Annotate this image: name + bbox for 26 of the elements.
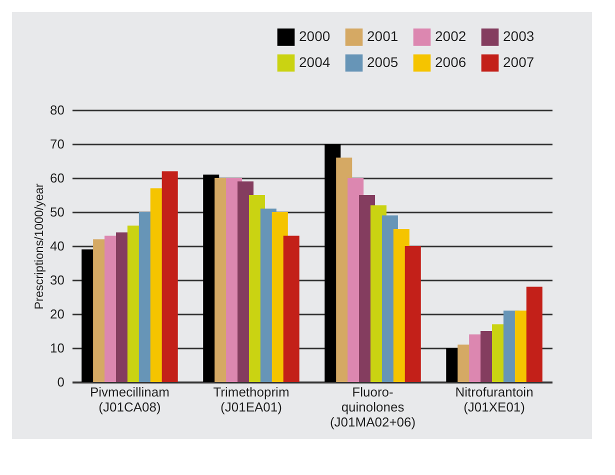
y-tick-label: 10 — [50, 340, 64, 356]
y-tick-label: 20 — [50, 306, 64, 322]
x-tick-label: Nitrofurantoin (J01XE01) — [455, 384, 534, 414]
legend-label: 2007 — [503, 54, 534, 70]
bar — [526, 286, 542, 382]
bar — [162, 171, 178, 382]
x-tick-label: Trimethoprim (J01EA01) — [213, 384, 290, 414]
bar — [404, 246, 421, 382]
legend-label: 2004 — [299, 54, 330, 70]
legend-label: 2005 — [367, 54, 398, 70]
legend-label: 2003 — [503, 28, 534, 44]
y-tick-label: 80 — [50, 102, 64, 118]
y-tick-label: 60 — [50, 170, 64, 186]
legend-label: 2006 — [435, 54, 466, 70]
y-tick-label: 50 — [50, 204, 64, 220]
y-axis-title: Prescriptions/1000/year — [32, 183, 46, 310]
y-tick-label: 40 — [50, 238, 64, 254]
y-tick-label: 30 — [50, 272, 64, 288]
bar — [283, 236, 300, 382]
y-tick-label: 70 — [50, 136, 64, 152]
legend-label: 2001 — [367, 28, 398, 44]
x-tick-label: Fluoro- quinolones (J01MA02+06) — [330, 384, 416, 430]
y-tick-label: 0 — [57, 374, 64, 390]
x-tick-label: Pivmecillinam (J01CA08) — [90, 384, 170, 414]
legend-label: 2000 — [299, 28, 330, 44]
legend-label: 2002 — [435, 28, 466, 44]
